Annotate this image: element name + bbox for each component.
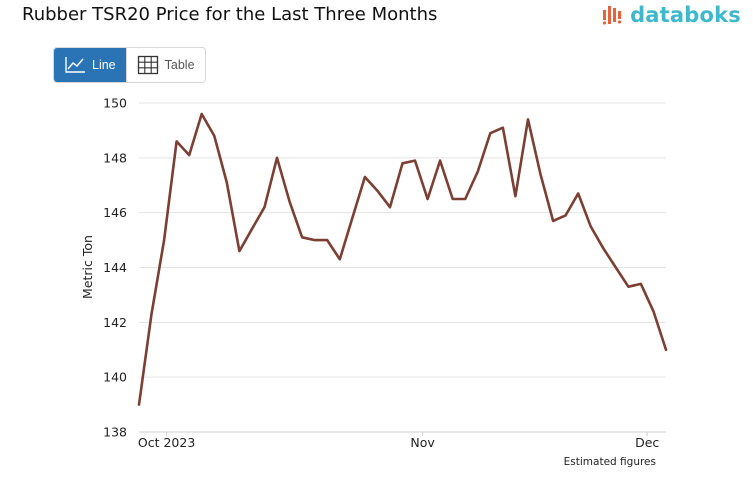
databoks-logo-icon <box>602 6 622 25</box>
data-point[interactable] <box>549 217 557 225</box>
data-point[interactable] <box>298 233 306 241</box>
data-point[interactable] <box>286 198 294 206</box>
series-layer <box>135 110 670 409</box>
line-chart-icon <box>65 57 85 73</box>
data-point[interactable] <box>248 225 256 233</box>
data-point[interactable] <box>662 346 670 354</box>
data-point[interactable] <box>348 214 356 222</box>
y-tick-label: 142 <box>103 315 127 330</box>
y-tick-label: 148 <box>103 150 127 165</box>
table-view-button[interactable]: Table <box>125 48 205 82</box>
brand-name: databoks <box>630 3 741 27</box>
data-point[interactable] <box>411 157 419 165</box>
data-point[interactable] <box>537 170 545 178</box>
data-point[interactable] <box>160 236 168 244</box>
view-toggle: Line Table <box>53 47 206 83</box>
gridlines <box>139 102 666 433</box>
data-point[interactable] <box>311 236 319 244</box>
y-axis-ticks: 138 140 142 144 146 148 150 <box>103 96 127 440</box>
data-point[interactable] <box>361 173 369 181</box>
y-tick-label: 138 <box>103 425 127 440</box>
data-point[interactable] <box>461 195 469 203</box>
data-point[interactable] <box>148 310 156 318</box>
data-point[interactable] <box>637 280 645 288</box>
data-point[interactable] <box>173 137 181 145</box>
data-point[interactable] <box>511 192 519 200</box>
data-point[interactable] <box>612 264 620 272</box>
data-point[interactable] <box>198 110 206 118</box>
data-point[interactable] <box>424 195 432 203</box>
data-point[interactable] <box>599 244 607 252</box>
data-point[interactable] <box>185 151 193 159</box>
data-point[interactable] <box>323 236 331 244</box>
data-point[interactable] <box>210 132 218 140</box>
data-point[interactable] <box>223 179 231 187</box>
y-tick-label: 146 <box>103 205 127 220</box>
data-point[interactable] <box>624 283 632 291</box>
data-point[interactable] <box>449 195 457 203</box>
data-point[interactable] <box>373 187 381 195</box>
data-point[interactable] <box>135 401 143 409</box>
x-tick-label: Dec <box>635 435 659 450</box>
data-point[interactable] <box>587 222 595 230</box>
y-tick-label: 150 <box>103 96 127 111</box>
x-tick-label: Nov <box>410 435 435 450</box>
line-view-button[interactable]: Line <box>54 48 126 82</box>
x-axis-ticks: Oct 2023 Nov Dec <box>138 432 659 450</box>
data-point[interactable] <box>649 307 657 315</box>
data-point[interactable] <box>386 203 394 211</box>
data-point[interactable] <box>336 255 344 263</box>
chart-title: Rubber TSR20 Price for the Last Three Mo… <box>22 4 438 25</box>
brand-logo[interactable]: databoks <box>602 3 741 27</box>
table-view-label: Table <box>164 58 195 72</box>
data-point[interactable] <box>399 159 407 167</box>
x-tick-label: Oct 2023 <box>138 435 195 450</box>
line-view-label: Line <box>92 58 116 72</box>
data-point[interactable] <box>273 154 281 162</box>
series-line-rubber-tsr20[interactable] <box>137 112 668 406</box>
data-point[interactable] <box>235 247 243 255</box>
data-point[interactable] <box>574 189 582 197</box>
data-point[interactable] <box>486 129 494 137</box>
y-axis-title: Metric Ton <box>80 235 95 299</box>
estimated-figures-note: Estimated figures <box>564 456 656 468</box>
y-tick-label: 140 <box>103 370 127 385</box>
y-tick-label: 144 <box>103 260 127 275</box>
data-point[interactable] <box>524 115 532 123</box>
data-point[interactable] <box>562 211 570 219</box>
data-point[interactable] <box>474 168 482 176</box>
data-point[interactable] <box>499 124 507 132</box>
table-grid-icon <box>137 55 158 75</box>
data-point[interactable] <box>436 157 444 165</box>
data-point[interactable] <box>260 203 268 211</box>
